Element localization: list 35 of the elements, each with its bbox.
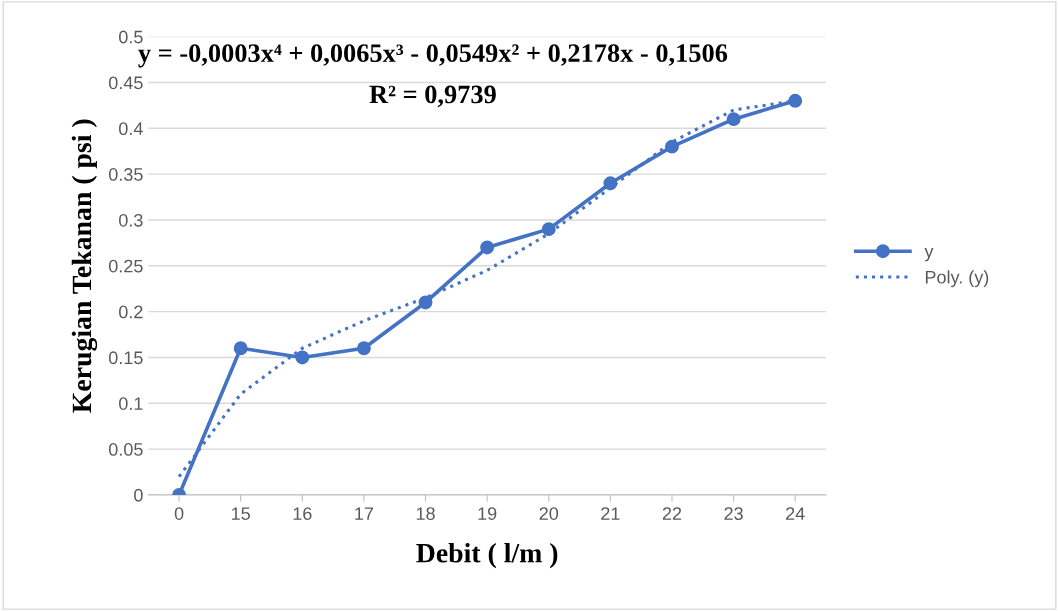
y-axis-title: Kerugian Tekanan ( psi ): [71, 119, 98, 413]
y-tick-label: 0.2: [119, 305, 143, 319]
point: [726, 112, 741, 127]
point: [356, 341, 371, 356]
legend-label: y: [924, 247, 934, 262]
point: [541, 222, 556, 237]
y-tick-label: 0.3: [119, 213, 143, 227]
x-tick-label: 19: [478, 507, 497, 520]
point: [788, 93, 803, 108]
x-axis-title: Debit ( l/m ): [416, 542, 558, 569]
x-tick-label: 15: [232, 507, 250, 520]
y-tick-label: 0.4: [119, 122, 143, 136]
y-tick-label: 0.05: [108, 443, 143, 456]
point: [480, 240, 495, 255]
y-tick-label: 0: [134, 488, 143, 502]
point: [295, 350, 310, 365]
point: [233, 341, 248, 356]
y-tick-label: 0.1: [119, 397, 143, 410]
y-tick-label: 0.45: [108, 76, 143, 90]
x-tick-label: 17: [355, 507, 374, 520]
x-tick-label: 22: [662, 507, 682, 520]
x-tick-label: 24: [786, 507, 805, 520]
x-tick-label: 20: [539, 507, 559, 520]
y-tick-label: 0.25: [108, 259, 143, 273]
x-tick-label: 18: [416, 507, 435, 520]
annotation: R² = 0,9739: [369, 85, 496, 108]
x-tick-label: 16: [293, 507, 312, 520]
y-tick-label: 0.15: [108, 351, 143, 365]
x-tick-label: 23: [724, 507, 743, 520]
y-tick-label: 0.5: [119, 30, 143, 44]
x-tick-label: 0: [174, 507, 184, 520]
legend-label: Poly. (y): [925, 270, 989, 288]
annotation: y = -0,0003x⁴ + 0,0065x³ - 0,0549x² + 0,2178x - 0,1506: [138, 44, 728, 68]
x-tick-label: 21: [601, 507, 620, 520]
y-tick-label: 0.35: [108, 168, 143, 181]
